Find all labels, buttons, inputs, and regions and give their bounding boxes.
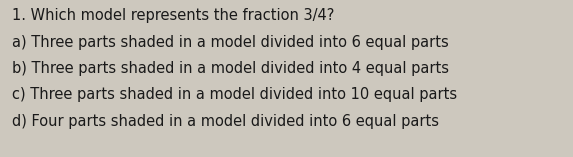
Text: a) Three parts shaded in a model divided into 6 equal parts: a) Three parts shaded in a model divided… <box>12 35 449 49</box>
Text: c) Three parts shaded in a model divided into 10 equal parts: c) Three parts shaded in a model divided… <box>12 87 457 103</box>
Text: d) Four parts shaded in a model divided into 6 equal parts: d) Four parts shaded in a model divided … <box>12 114 439 129</box>
Text: 1. Which model represents the fraction 3/4?: 1. Which model represents the fraction 3… <box>12 8 335 23</box>
Text: b) Three parts shaded in a model divided into 4 equal parts: b) Three parts shaded in a model divided… <box>12 61 449 76</box>
